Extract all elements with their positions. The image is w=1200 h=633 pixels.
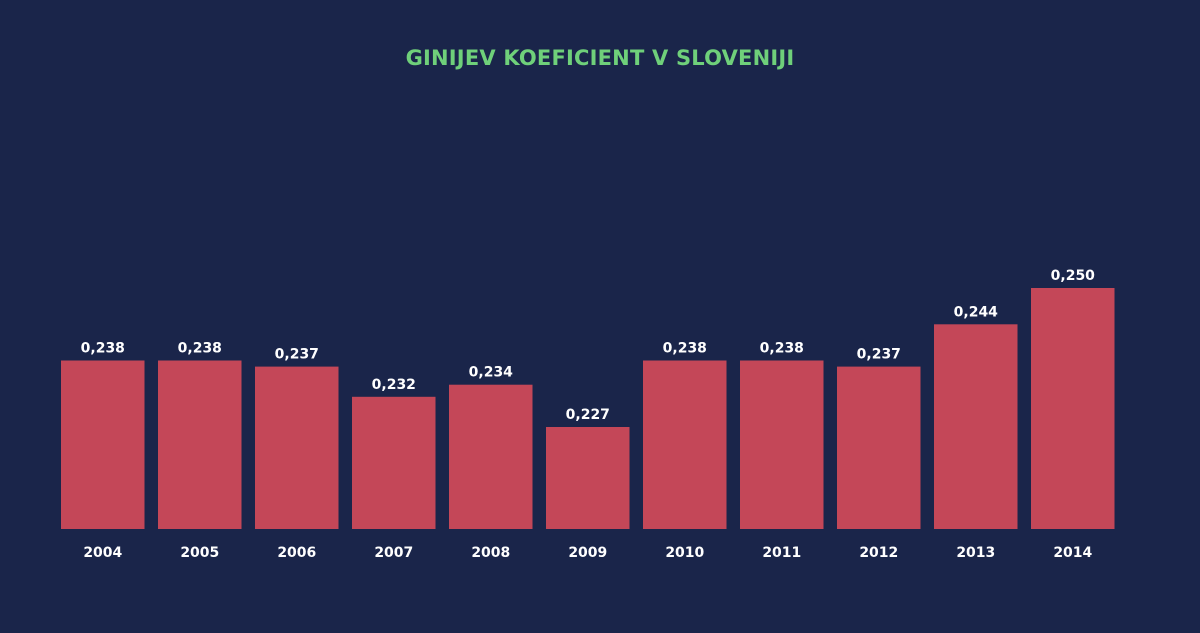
bar-2014 (1031, 288, 1115, 529)
bar-2004 (61, 360, 145, 529)
x-tick-label-2006: 2006 (277, 545, 316, 561)
data-label-2004: 0,238 (81, 341, 125, 357)
bar-2006 (255, 366, 339, 529)
x-tick-label-2008: 2008 (471, 545, 510, 561)
data-label-2012: 0,237 (857, 347, 901, 363)
data-label-2009: 0,227 (566, 407, 610, 423)
bar-2009 (546, 427, 630, 529)
bar-2012 (837, 366, 921, 529)
bar-2007 (352, 396, 436, 529)
x-tick-label-2010: 2010 (665, 545, 704, 561)
x-tick-label-2014: 2014 (1053, 545, 1092, 561)
data-labels-group: 0,238 0,238 0,237 0,232 0,234 0,227 0,238 0,238… (81, 268, 1096, 423)
data-label-2011: 0,238 (760, 341, 804, 357)
data-label-2013: 0,244 (954, 304, 999, 320)
x-tick-label-2005: 2005 (180, 545, 219, 561)
x-axis-ticks: 2004 2005 2006 2007 2008 2009 2010 2011 2012 2013… (83, 545, 1092, 561)
bar-2010 (643, 360, 727, 529)
data-label-2005: 0,238 (178, 341, 222, 357)
x-tick-label-2012: 2012 (859, 545, 898, 561)
chart-title: GINIJEV KOEFICIENT V SLOVENIJI (405, 46, 795, 70)
x-tick-label-2013: 2013 (956, 545, 995, 561)
data-label-2006: 0,237 (275, 347, 319, 363)
data-label-2010: 0,238 (663, 341, 707, 357)
bar-2005 (158, 360, 242, 529)
x-tick-label-2011: 2011 (762, 545, 801, 561)
x-tick-label-2007: 2007 (374, 545, 413, 561)
data-label-2007: 0,232 (372, 377, 416, 393)
bars-group (61, 288, 1115, 529)
bar-2008 (449, 384, 533, 529)
x-tick-label-2009: 2009 (568, 545, 607, 561)
bar-2011 (740, 360, 824, 529)
data-label-2008: 0,234 (469, 365, 514, 381)
bar-2013 (934, 324, 1018, 529)
data-label-2014: 0,250 (1051, 268, 1096, 284)
x-tick-label-2004: 2004 (83, 545, 122, 561)
